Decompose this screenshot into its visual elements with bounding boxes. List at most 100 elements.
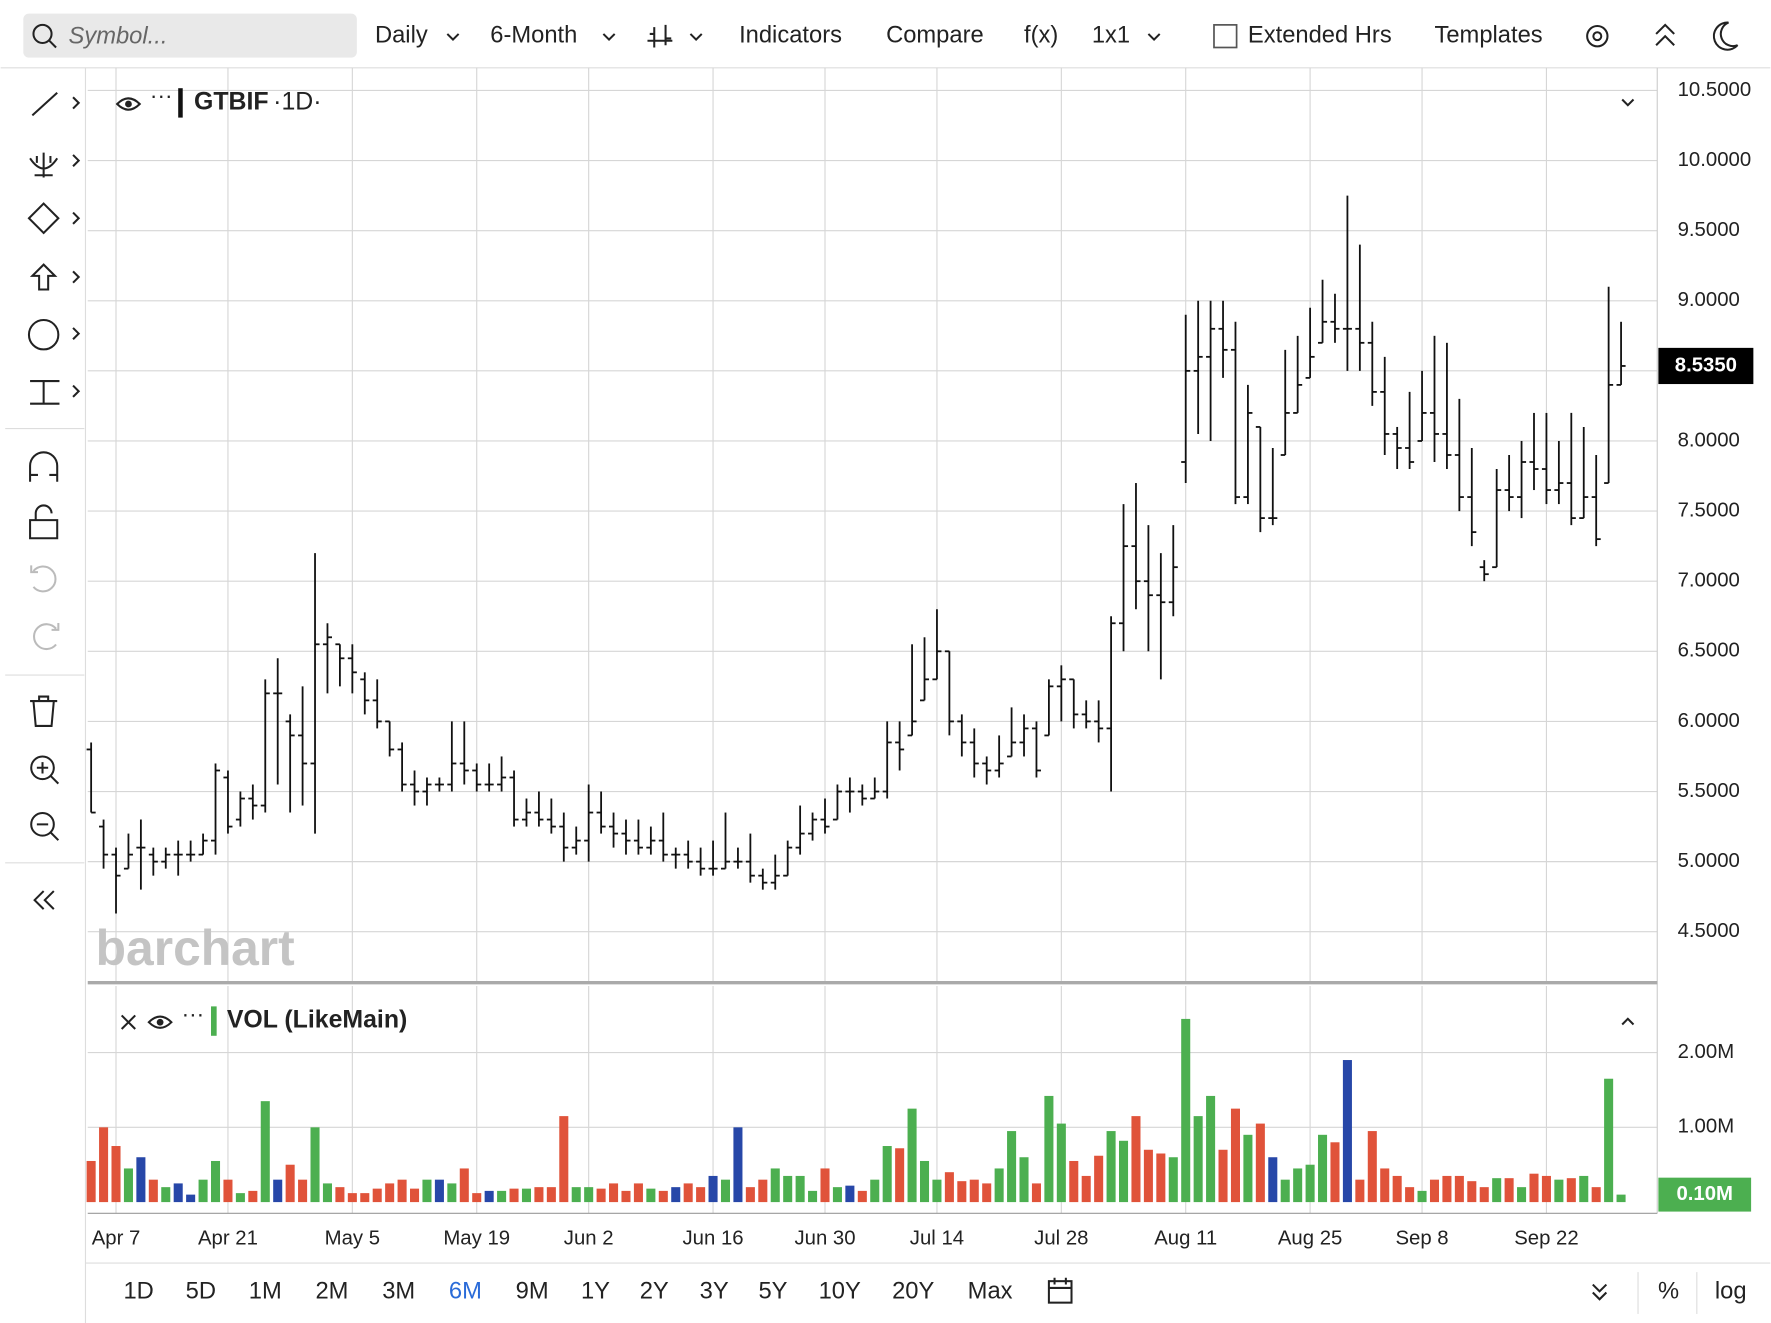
tool-icon[interactable] bbox=[31, 91, 58, 117]
theme-icon[interactable] bbox=[1712, 21, 1739, 51]
volume-bar bbox=[1529, 1173, 1539, 1203]
volume-bar bbox=[310, 1127, 320, 1203]
lock-icon[interactable] bbox=[29, 504, 59, 540]
range-button[interactable]: 2Y bbox=[640, 1279, 669, 1305]
volume-bar bbox=[521, 1188, 532, 1203]
tool-icon[interactable] bbox=[29, 152, 59, 178]
collapse-icon[interactable] bbox=[1655, 23, 1675, 46]
calendar-icon[interactable] bbox=[1047, 1280, 1073, 1304]
settings-icon[interactable] bbox=[1586, 24, 1609, 48]
volume-bar bbox=[1143, 1149, 1153, 1203]
checkbox[interactable] bbox=[1213, 24, 1238, 49]
volume-bar bbox=[571, 1187, 581, 1203]
range-button[interactable]: 5D bbox=[186, 1279, 216, 1305]
toolbar-item[interactable]: 1x1 bbox=[1092, 22, 1130, 48]
tool-icon[interactable] bbox=[27, 318, 60, 351]
range-button[interactable]: 20Y bbox=[892, 1279, 934, 1305]
x-tick-label: May 5 bbox=[325, 1228, 380, 1250]
volume-bar bbox=[1243, 1134, 1253, 1203]
volume-bar bbox=[1293, 1168, 1303, 1203]
zoom-in-icon[interactable] bbox=[36, 762, 60, 785]
symbol-placeholder[interactable]: Symbol... bbox=[69, 24, 168, 50]
last-price-tag bbox=[1658, 347, 1754, 385]
range-button[interactable]: 1M bbox=[249, 1279, 282, 1305]
volume-bar bbox=[111, 1146, 121, 1203]
range-button[interactable]: 2M bbox=[315, 1279, 348, 1305]
pane-chevron[interactable] bbox=[1621, 1017, 1635, 1026]
volume-bar bbox=[795, 1175, 805, 1203]
range-button[interactable]: 9M bbox=[516, 1279, 549, 1305]
range-button[interactable]: 1D bbox=[123, 1279, 153, 1305]
toolbar-item[interactable]: Compare bbox=[886, 22, 984, 48]
x-tick-label: Apr 21 bbox=[198, 1228, 258, 1250]
volume-bar bbox=[745, 1187, 755, 1203]
toolbar-item[interactable]: Indicators bbox=[739, 22, 842, 48]
more-icon[interactable]: ··· bbox=[150, 83, 173, 108]
chevron bbox=[446, 33, 460, 42]
expand-icon[interactable] bbox=[1592, 1283, 1608, 1301]
volume-bar bbox=[1616, 1194, 1626, 1203]
eye-icon[interactable] bbox=[147, 1015, 173, 1029]
symbol-search[interactable] bbox=[23, 13, 357, 58]
more-icon[interactable]: ··· bbox=[182, 1001, 205, 1026]
redo-icon[interactable] bbox=[33, 623, 60, 651]
range-button[interactable]: 10Y bbox=[819, 1279, 861, 1305]
range-button[interactable]: 6M bbox=[449, 1279, 482, 1305]
toolbar-item[interactable]: Daily bbox=[375, 22, 428, 48]
tool-icon[interactable] bbox=[27, 202, 60, 235]
volume-bar bbox=[210, 1160, 221, 1203]
log-toggle[interactable]: log bbox=[1715, 1279, 1747, 1305]
volume-bar bbox=[1044, 1095, 1054, 1203]
toolbar-item[interactable]: 6-Month bbox=[490, 22, 577, 48]
volume-bar bbox=[1517, 1187, 1527, 1203]
volume-bar bbox=[720, 1179, 731, 1203]
volume-bar bbox=[733, 1127, 743, 1203]
volume-tick-label: 1.00M bbox=[1678, 1116, 1735, 1138]
toolbar-item[interactable]: Templates bbox=[1434, 22, 1542, 48]
toolbar-item[interactable]: f(x) bbox=[1024, 22, 1058, 48]
volume-tick-label: 2.00M bbox=[1678, 1041, 1735, 1063]
range-button[interactable]: Max bbox=[968, 1279, 1013, 1305]
zoom-out-icon[interactable] bbox=[30, 812, 55, 837]
range-button[interactable]: 1Y bbox=[581, 1279, 610, 1305]
range-button[interactable]: 5Y bbox=[758, 1279, 787, 1305]
volume-bar bbox=[1330, 1142, 1340, 1203]
volume-bar bbox=[347, 1193, 357, 1203]
magnet-icon[interactable] bbox=[29, 451, 59, 482]
range-button[interactable]: 3Y bbox=[700, 1279, 729, 1305]
tool-icon[interactable] bbox=[30, 380, 60, 405]
zoom-in-icon[interactable] bbox=[30, 755, 55, 781]
y-tick-label: 6.0000 bbox=[1678, 710, 1740, 732]
collapse-left-icon[interactable] bbox=[33, 890, 55, 910]
chevron bbox=[689, 33, 703, 42]
volume-bar bbox=[1056, 1123, 1066, 1203]
volume-bar bbox=[1218, 1149, 1228, 1203]
x-tick-label: Sep 22 bbox=[1514, 1228, 1578, 1250]
close-icon[interactable] bbox=[120, 1014, 136, 1030]
grid: 10.5000 10.0000 9.5000 9.0000 8.0000 7.5000 7.… bbox=[87, 67, 1751, 1250]
x-tick-label: Jul 14 bbox=[910, 1228, 964, 1250]
pane-chevron[interactable] bbox=[1621, 98, 1635, 107]
undo-icon[interactable] bbox=[30, 565, 57, 593]
zoom-out-icon[interactable] bbox=[36, 823, 60, 841]
chart-type-icon[interactable] bbox=[647, 24, 673, 48]
volume-bar bbox=[770, 1168, 780, 1203]
volume-bar bbox=[1206, 1095, 1216, 1203]
volume-bar bbox=[596, 1188, 606, 1203]
range-button[interactable]: 3M bbox=[382, 1279, 415, 1305]
volume-bar bbox=[1031, 1183, 1041, 1203]
volume-bar bbox=[708, 1175, 718, 1203]
y-tick-label: 8.0000 bbox=[1678, 429, 1740, 451]
tool-icon[interactable] bbox=[29, 263, 58, 291]
toolbar-item[interactable]: Extended Hrs bbox=[1248, 22, 1392, 48]
volume-bar bbox=[1230, 1108, 1240, 1203]
volume-bar bbox=[1367, 1131, 1377, 1203]
volume-bar bbox=[882, 1146, 892, 1203]
eye-icon[interactable] bbox=[115, 97, 142, 111]
chevron bbox=[1147, 33, 1161, 42]
volume-bar bbox=[273, 1179, 283, 1203]
delete-icon[interactable] bbox=[30, 695, 58, 727]
marks: 8.5350 0.10M bbox=[86, 195, 1754, 1212]
volume-bar bbox=[223, 1179, 233, 1203]
percent-toggle[interactable]: % bbox=[1658, 1279, 1679, 1305]
